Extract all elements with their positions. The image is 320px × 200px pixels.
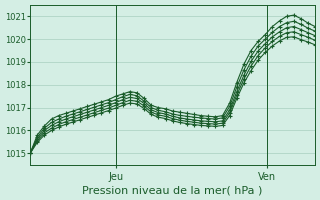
X-axis label: Pression niveau de la mer( hPa ): Pression niveau de la mer( hPa ) [83, 185, 263, 195]
